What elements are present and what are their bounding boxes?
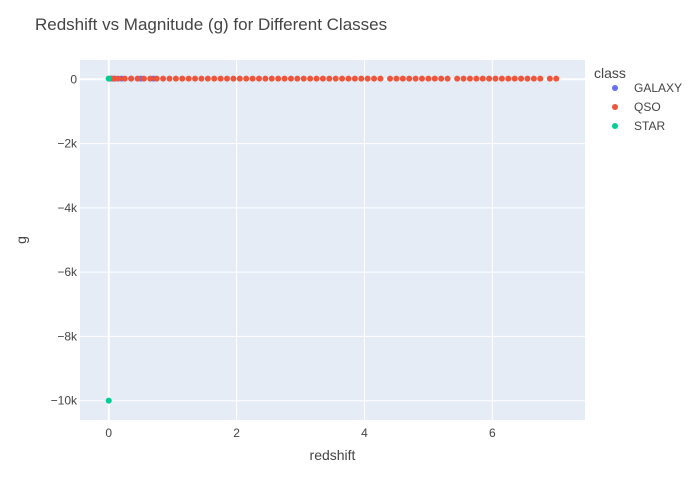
y-tick-label: 0: [70, 72, 77, 86]
point-qso: [345, 75, 352, 82]
point-qso: [358, 75, 365, 82]
point-qso: [230, 75, 237, 82]
point-qso: [185, 75, 192, 82]
point-qso: [460, 75, 467, 82]
point-qso: [249, 75, 256, 82]
point-qso: [287, 75, 294, 82]
point-qso: [530, 75, 537, 82]
point-qso: [172, 75, 179, 82]
point-qso: [294, 75, 301, 82]
point-qso: [431, 75, 438, 82]
y-axis-title: g: [13, 236, 29, 244]
point-qso: [300, 75, 307, 82]
point-star: [105, 397, 112, 404]
point-qso: [486, 75, 493, 82]
point-qso: [121, 75, 128, 82]
point-qso: [518, 75, 525, 82]
point-qso: [110, 75, 117, 82]
point-qso: [326, 75, 333, 82]
point-qso: [524, 75, 531, 82]
data-points: [105, 75, 560, 404]
point-qso: [553, 75, 560, 82]
plot-area: [80, 60, 585, 420]
legend-title: class: [594, 65, 626, 81]
point-qso: [140, 75, 147, 82]
point-qso: [473, 75, 480, 82]
point-qso: [166, 75, 173, 82]
point-qso: [204, 75, 211, 82]
point-qso: [268, 75, 275, 82]
y-tick-label: −4k: [57, 201, 78, 215]
x-tick-label: 2: [233, 426, 240, 440]
point-qso: [115, 75, 122, 82]
legend-marker-qso: [612, 104, 618, 110]
y-tick-label: −8k: [57, 329, 78, 343]
point-qso: [412, 75, 419, 82]
point-qso: [332, 75, 339, 82]
point-qso: [505, 75, 512, 82]
y-tick-label: −6k: [57, 265, 78, 279]
point-qso: [128, 75, 135, 82]
legend: class GALAXY QSO STAR: [594, 65, 682, 133]
x-tick-label: 4: [361, 426, 368, 440]
y-tick-label: −2k: [57, 137, 78, 151]
point-qso: [454, 75, 461, 82]
point-qso: [498, 75, 505, 82]
point-qso: [160, 75, 167, 82]
point-qso: [511, 75, 518, 82]
y-tick-label: −10k: [51, 394, 78, 408]
point-qso: [339, 75, 346, 82]
point-star: [105, 75, 112, 82]
point-qso: [406, 75, 413, 82]
point-qso: [134, 75, 141, 82]
point-qso: [313, 75, 320, 82]
legend-marker-star: [612, 123, 618, 129]
point-qso: [546, 75, 553, 82]
point-qso: [255, 75, 262, 82]
point-qso: [307, 75, 314, 82]
point-qso: [479, 75, 486, 82]
point-qso: [192, 75, 199, 82]
point-qso: [364, 75, 371, 82]
point-qso: [262, 75, 269, 82]
point-qso: [211, 75, 218, 82]
point-qso: [351, 75, 358, 82]
x-axis-title: redshift: [310, 447, 356, 463]
legend-label-qso: QSO: [634, 100, 661, 114]
point-qso: [466, 75, 473, 82]
point-qso: [275, 75, 282, 82]
point-qso: [198, 75, 205, 82]
chart-title: Redshift vs Magnitude (g) for Different …: [35, 15, 387, 34]
legend-label-galaxy: GALAXY: [634, 81, 682, 95]
point-qso: [179, 75, 186, 82]
legend-marker-galaxy: [612, 85, 618, 91]
point-qso: [147, 75, 154, 82]
legend-label-star: STAR: [634, 119, 665, 133]
point-qso: [217, 75, 224, 82]
x-tick-label: 6: [489, 426, 496, 440]
point-qso: [418, 75, 425, 82]
point-qso: [425, 75, 432, 82]
point-qso: [377, 75, 384, 82]
point-qso: [438, 75, 445, 82]
point-qso: [387, 75, 394, 82]
grid: [80, 60, 585, 420]
point-qso: [393, 75, 400, 82]
point-qso: [399, 75, 406, 82]
point-qso: [319, 75, 326, 82]
point-qso: [243, 75, 250, 82]
tick-labels: 0 2 4 6 0 −2k −4k −6k −8k −10k: [51, 72, 496, 440]
point-qso: [281, 75, 288, 82]
point-qso: [371, 75, 378, 82]
point-qso: [537, 75, 544, 82]
point-qso: [236, 75, 243, 82]
point-qso: [153, 75, 160, 82]
point-qso: [444, 75, 451, 82]
point-qso: [492, 75, 499, 82]
point-qso: [224, 75, 231, 82]
x-tick-label: 0: [105, 426, 112, 440]
